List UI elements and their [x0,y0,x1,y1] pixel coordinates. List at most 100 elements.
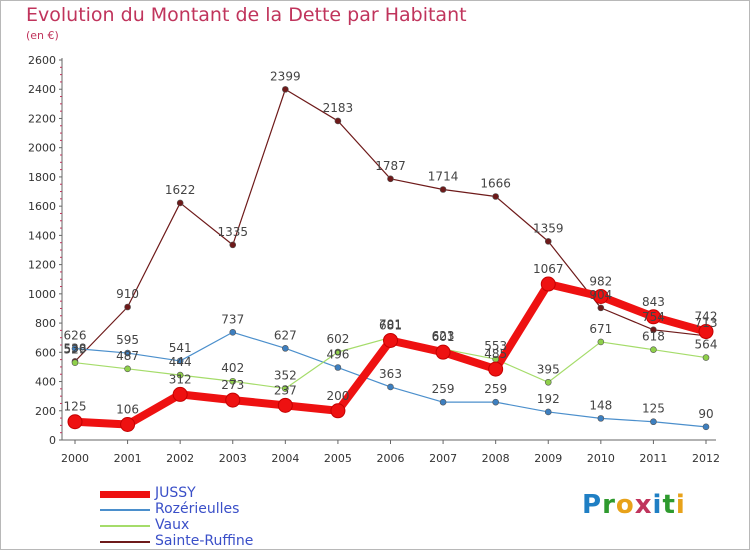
data-point-jussy [120,417,136,433]
data-point-sainte-ruffine [492,193,499,200]
data-label-jussy: 843 [642,295,665,309]
chart-axes: 0 200 400 600 800 1000 1200 1400 1600 1800 2000 220… [28,54,720,465]
legend-label-rozerieulles: Rozérieulles [155,501,240,517]
legend: JUSSY Rozérieulles Vaux Sainte-Ruffine [100,485,320,550]
data-point-jussy [698,324,714,340]
data-label-jussy: 200 [326,389,349,403]
data-point-roz-rieulles [71,345,79,352]
logo-letter: i [675,490,686,520]
y-tick-label: 1200 [28,259,56,272]
data-point-roz-rieulles [492,398,499,406]
legend-label-sainte-ruffine: Sainte-Ruffine [155,533,254,549]
data-point-jussy [277,397,293,413]
data-point-sainte-ruffine [334,117,342,125]
data-label-jussy: 312 [169,372,192,386]
data-label-sainte-ruffine: 2399 [270,69,301,83]
data-point-vaux [124,365,131,373]
data-point-sainte-ruffine [282,86,289,93]
data-label-roz-rieulles: 627 [274,328,297,342]
proxiti-logo: Proxiti [582,490,686,520]
data-label-sainte-ruffine: 538 [64,341,87,355]
data-point-roz-rieulles [282,345,289,352]
x-tick-label: 2012 [692,452,720,465]
x-tick-label: 2000 [61,452,89,465]
data-point-jussy [172,386,188,402]
data-label-jussy: 742 [695,310,718,324]
data-point-sainte-ruffine [229,241,237,249]
x-tick-label: 2002 [166,452,194,465]
data-label-vaux: 395 [537,362,560,376]
data-label-vaux: 352 [274,369,297,383]
legend-label-jussy: JUSSY [155,485,196,501]
data-label-vaux: 553 [484,339,507,353]
y-tick-label: 2400 [28,83,56,96]
data-point-roz-rieulles [702,423,710,431]
data-label-roz-rieulles: 595 [116,333,139,347]
data-label-sainte-ruffine: 1335 [217,225,248,239]
logo-letter: t [662,490,676,520]
data-point-sainte-ruffine [544,238,552,245]
x-tick-label: 2004 [271,452,299,465]
data-point-roz-rieulles [544,408,552,416]
data-point-jussy [645,309,661,325]
chart-title: Evolution du Montant de la Dette par Hab… [26,4,467,26]
data-label-sainte-ruffine: 1714 [428,169,459,183]
x-tick-label: 2008 [482,452,510,465]
data-label-jussy: 681 [379,318,402,332]
data-point-vaux [702,354,710,361]
data-label-roz-rieulles: 363 [379,367,402,381]
legend-swatch-jussy [100,491,150,498]
data-label-vaux: 487 [116,349,139,363]
data-label-roz-rieulles: 148 [589,398,612,412]
y-tick-label: 1600 [28,200,56,213]
data-label-vaux: 602 [326,332,349,346]
data-label-sainte-ruffine: 1359 [533,221,564,235]
series-points [67,86,714,433]
data-label-vaux: 529 [64,343,87,357]
data-label-jussy: 1067 [533,262,564,276]
y-tick-label: 800 [35,317,56,330]
legend-swatch-vaux [100,525,150,527]
data-point-vaux [597,338,605,346]
data-label-sainte-ruffine: 754 [642,310,665,324]
x-tick-label: 2007 [429,452,457,465]
legend-swatch-rozerieulles [100,509,150,511]
data-point-sainte-ruffine [650,326,657,334]
data-label-roz-rieulles: 90 [698,407,713,421]
y-tick-label: 200 [35,405,56,418]
data-label-vaux: 701 [379,318,402,332]
x-tick-label: 2005 [324,452,352,465]
y-tick-label: 1000 [28,288,56,301]
y-tick-label: 0 [49,434,56,447]
data-label-sainte-ruffine: 1622 [165,183,196,197]
data-label-jussy: 237 [274,383,297,397]
data-label-sainte-ruffine: 2183 [323,101,354,115]
data-point-jussy [540,276,556,292]
data-point-sainte-ruffine [176,199,184,207]
logo-letter: x [634,490,653,520]
x-tick-label: 2006 [377,452,405,465]
logo-letter: o [615,490,635,520]
data-label-roz-rieulles: 737 [221,312,244,326]
logo-letter: i [652,490,663,520]
data-point-vaux [282,385,289,392]
legend-label-vaux: Vaux [155,517,190,533]
legend-swatch-sainte-ruffine [100,541,150,543]
x-tick-label: 2011 [639,452,667,465]
data-label-jussy: 273 [221,378,244,392]
data-label-roz-rieulles: 541 [169,341,192,355]
data-label-roz-rieulles: 496 [326,348,349,362]
data-label-vaux: 671 [589,322,612,336]
data-label-roz-rieulles: 259 [432,382,455,396]
data-point-sainte-ruffine [387,175,394,183]
data-label-vaux: 623 [432,329,455,343]
legend-item-jussy: JUSSY [100,485,320,502]
y-tick-label: 2200 [28,112,56,125]
data-label-roz-rieulles: 259 [484,382,507,396]
y-tick-label: 2000 [28,142,56,155]
data-point-sainte-ruffine [124,303,131,311]
data-point-jussy [383,332,398,348]
y-tick-label: 600 [35,346,56,359]
